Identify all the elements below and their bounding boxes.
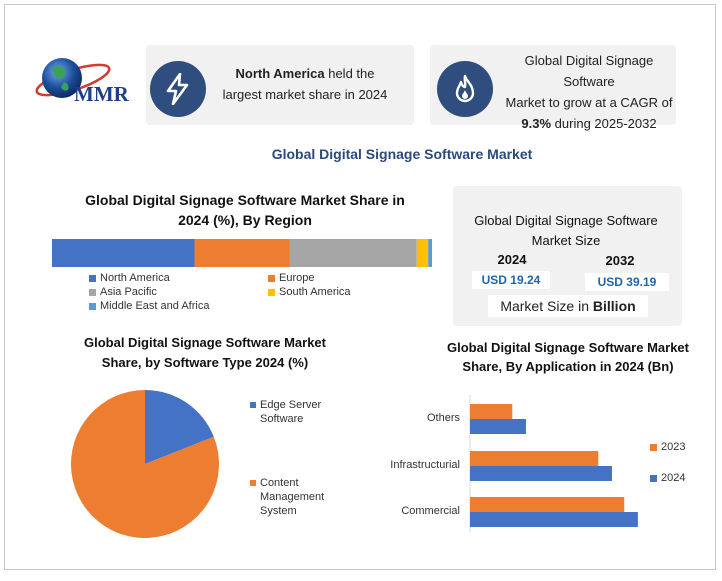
category-label-commercial: Commercial [401, 505, 460, 517]
bar-segment-middle-east-and-africa [428, 239, 432, 267]
legend-swatch [650, 474, 657, 482]
pie-slice-content-management-system [71, 390, 219, 538]
legend-label: 2023 [661, 441, 686, 453]
legend-label: Asia Pacific [100, 286, 157, 298]
legend-item-2023: 2023 [650, 441, 685, 453]
region-stacked-bar [52, 239, 432, 267]
value-2032-chip: USD 39.19 [585, 273, 669, 291]
legend-label: 2024 [661, 472, 686, 484]
pie-slice-edge-server-software [145, 390, 214, 464]
market-size-title: Global Digital Signage Software Market S… [474, 213, 658, 248]
legend-label: Middle East and Africa [100, 300, 210, 312]
value-2024-chip: USD 19.24 [472, 271, 550, 289]
bar-segment-south-america [416, 239, 429, 267]
region-stacked-bar-svg [52, 239, 432, 267]
legend-swatch [268, 288, 275, 296]
year-2024-label: 2024 [497, 252, 527, 267]
legend-swatch [89, 274, 96, 282]
pie-chart-svg [71, 390, 219, 538]
main-title: Global Digital Signage Software Market [271, 146, 533, 162]
legend-label: South America [279, 286, 351, 298]
logo-text: MMR [74, 82, 129, 106]
legend-item-north-america: North America [89, 272, 170, 284]
legend-item-middle-east-and-africa: Middle East and Africa [89, 300, 209, 312]
application-chart-title: Global Digital Signage Software Market S… [447, 340, 689, 374]
legend-swatch [89, 302, 96, 310]
legend-swatch [650, 443, 657, 451]
pie-legend-swatch [250, 480, 256, 486]
legend-item-south-america: South America [268, 286, 351, 298]
flame-icon [437, 61, 493, 117]
category-label-others: Others [426, 412, 460, 424]
region-name: North America [235, 66, 325, 81]
region-share-text: North America held the largest market sh… [222, 66, 388, 102]
bar-segment-europe [194, 239, 290, 267]
legend-swatch [268, 274, 275, 282]
pie-legend-swatch [250, 402, 256, 408]
pie-legend-label-edge-server-software: Edge Server Software [260, 399, 322, 425]
legend-swatch [89, 288, 96, 296]
bar-segment-asia-pacific [289, 239, 417, 267]
category-label-infrastructurial: Infrastructurial [390, 459, 460, 471]
legend-label: North America [100, 272, 170, 284]
region-chart-title: Global Digital Signage Software Market S… [85, 192, 405, 228]
cagr-value: 9.3% [521, 116, 552, 131]
infographic-frame [4, 4, 716, 570]
pie-chart-title: Global Digital Signage Software Market S… [84, 335, 326, 370]
year-2032-label: 2032 [605, 253, 635, 268]
pie-chart [68, 387, 222, 541]
legend-item-europe: Europe [268, 272, 314, 284]
legend-item-2024: 2024 [650, 472, 685, 484]
mmr-logo: MMR [26, 52, 136, 112]
bar-segment-north-america [52, 239, 195, 267]
legend-item-asia-pacific: Asia Pacific [89, 286, 157, 298]
legend-label: Europe [279, 272, 315, 284]
pie-legend-label-content-management-system: Content Management System [260, 477, 325, 517]
lightning-bolt-icon [150, 61, 206, 117]
globe-icon [35, 58, 111, 98]
cagr-text: Global Digital Signage Software Market t… [505, 53, 673, 131]
market-size-footer: Market Size in Billion [488, 295, 648, 317]
